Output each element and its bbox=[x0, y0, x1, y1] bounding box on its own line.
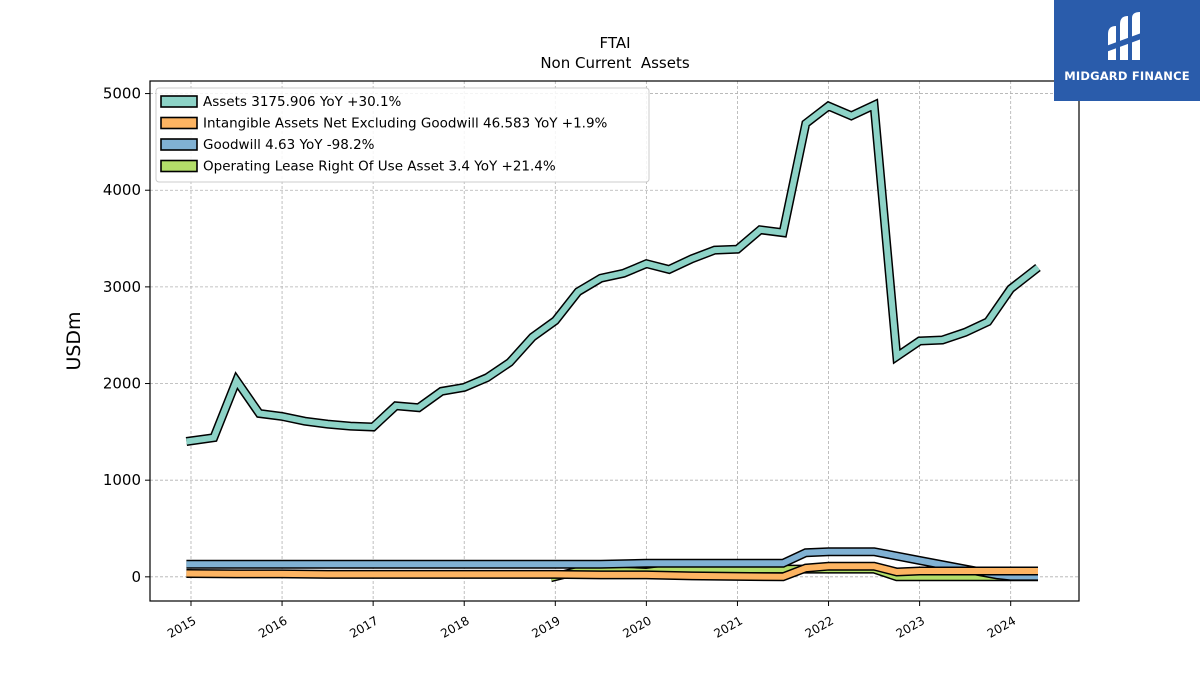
x-tick-label: 2023 bbox=[894, 613, 927, 640]
x-tick-label: 2024 bbox=[985, 613, 1018, 640]
logo-mark-icon bbox=[1106, 12, 1144, 60]
x-tick-label: 2017 bbox=[347, 613, 380, 640]
series-goodwill bbox=[186, 547, 1038, 581]
legend-label: Intangible Assets Net Excluding Goodwill… bbox=[203, 116, 608, 132]
legend-label: Goodwill 4.63 YoY -98.2% bbox=[203, 137, 375, 153]
x-ticks: 2015 2016 2017 2018 2019 2020 2021 2022 2023 2024 bbox=[165, 601, 1018, 641]
y-axis-label: USDm bbox=[63, 311, 85, 370]
x-tick-label: 2018 bbox=[438, 613, 471, 640]
y-tick-label: 1000 bbox=[103, 471, 141, 489]
legend-label: Operating Lease Right Of Use Asset 3.4 Y… bbox=[203, 159, 556, 175]
series-assets bbox=[185, 98, 1041, 446]
logo-text: MIDGARD FINANCE bbox=[1064, 69, 1190, 83]
series-line bbox=[186, 563, 1038, 580]
series-line bbox=[185, 100, 1040, 445]
series-layer bbox=[185, 98, 1041, 583]
plot-frame bbox=[149, 80, 1080, 602]
y-tick-label: 0 bbox=[131, 568, 141, 586]
legend-swatch bbox=[160, 159, 198, 173]
chart-title: FTAI bbox=[599, 34, 630, 52]
x-tick-label: 2021 bbox=[712, 613, 745, 640]
y-tick-label: 5000 bbox=[103, 85, 141, 103]
x-tick-label: 2022 bbox=[803, 613, 836, 640]
x-tick-label: 2019 bbox=[529, 613, 562, 640]
y-ticks: 0 1000 2000 3000 4000 5000 bbox=[103, 85, 150, 586]
x-tick-label: 2016 bbox=[256, 613, 289, 640]
x-tick-label: 2020 bbox=[620, 613, 653, 640]
legend-swatch bbox=[160, 95, 198, 108]
series-intangible-assets-net-excluding-goodwill bbox=[186, 561, 1038, 582]
chart-subtitle: Non Current Assets bbox=[540, 54, 690, 72]
logo: MIDGARD FINANCE bbox=[1054, 0, 1200, 101]
y-tick-label: 2000 bbox=[103, 375, 141, 393]
series-line bbox=[186, 548, 1038, 580]
legend-label: Assets 3175.906 YoY +30.1% bbox=[203, 94, 402, 110]
legend: Assets 3175.906 YoY +30.1% Intangible Ass… bbox=[155, 87, 650, 183]
legend-swatch bbox=[160, 138, 198, 151]
legend-swatch bbox=[160, 116, 198, 130]
x-tick-label: 2015 bbox=[165, 613, 198, 640]
y-tick-label: 3000 bbox=[103, 278, 141, 296]
y-tick-label: 4000 bbox=[103, 181, 141, 199]
legend-box bbox=[155, 87, 650, 183]
